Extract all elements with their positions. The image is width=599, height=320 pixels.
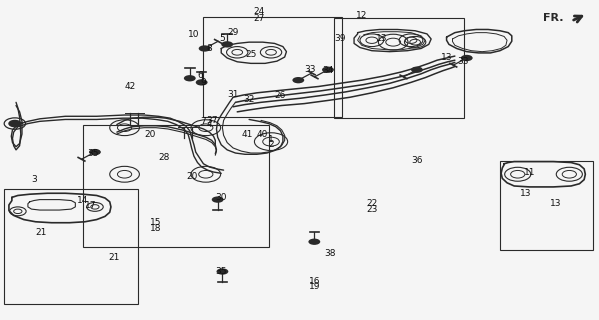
Text: 28: 28	[159, 153, 170, 162]
Text: 3: 3	[31, 174, 37, 183]
Text: 16: 16	[308, 276, 320, 285]
Circle shape	[292, 77, 304, 83]
Text: 42: 42	[125, 82, 136, 91]
Text: 41: 41	[241, 130, 253, 139]
Text: 21: 21	[109, 253, 120, 262]
Circle shape	[89, 149, 101, 155]
Text: 17: 17	[85, 201, 96, 211]
Text: 36: 36	[411, 156, 423, 165]
Text: 4: 4	[207, 120, 212, 129]
Text: 33: 33	[304, 65, 316, 74]
Text: 35: 35	[216, 267, 227, 276]
Text: 2: 2	[268, 140, 274, 149]
Text: 39: 39	[334, 34, 346, 43]
Circle shape	[221, 41, 233, 48]
Text: 10: 10	[188, 30, 199, 39]
Circle shape	[199, 45, 211, 52]
Text: 20: 20	[186, 172, 197, 181]
Text: 24: 24	[253, 7, 265, 16]
Text: 35: 35	[87, 148, 99, 157]
Text: 19: 19	[308, 282, 320, 291]
Text: 30: 30	[216, 193, 227, 202]
Circle shape	[184, 75, 196, 81]
Text: FR.: FR.	[543, 13, 564, 23]
Text: 37: 37	[206, 116, 217, 125]
Text: 13: 13	[441, 52, 452, 61]
Text: 38: 38	[325, 249, 336, 258]
Circle shape	[322, 67, 334, 73]
Text: 22: 22	[366, 199, 377, 208]
Circle shape	[9, 120, 21, 127]
Text: 6: 6	[197, 71, 202, 80]
Circle shape	[308, 239, 320, 245]
Text: 11: 11	[524, 168, 536, 177]
Text: 14: 14	[77, 196, 89, 205]
Text: 21: 21	[36, 228, 47, 237]
Circle shape	[196, 79, 208, 85]
Text: 1: 1	[268, 135, 274, 144]
Text: 15: 15	[150, 218, 162, 227]
Text: 26: 26	[275, 91, 286, 100]
Text: 13: 13	[376, 34, 387, 43]
Circle shape	[411, 67, 423, 73]
Text: 29: 29	[228, 28, 239, 37]
Text: 9: 9	[201, 78, 206, 87]
Text: 12: 12	[356, 11, 367, 20]
Text: 13: 13	[550, 199, 561, 208]
Text: 7: 7	[201, 117, 206, 126]
Circle shape	[216, 268, 228, 275]
Text: 25: 25	[245, 50, 256, 59]
Circle shape	[461, 55, 473, 61]
Text: 8: 8	[207, 44, 212, 53]
Text: 23: 23	[366, 204, 377, 214]
Circle shape	[211, 196, 223, 203]
Text: 20: 20	[144, 130, 156, 139]
Text: 13: 13	[521, 189, 532, 198]
Text: 27: 27	[253, 13, 265, 23]
Text: 18: 18	[150, 224, 162, 233]
Text: 31: 31	[228, 90, 239, 99]
Text: 32: 32	[243, 95, 255, 104]
Text: 5: 5	[220, 35, 225, 44]
Text: 34: 34	[322, 66, 334, 75]
Text: 40: 40	[257, 130, 268, 139]
Text: 33: 33	[457, 57, 468, 66]
